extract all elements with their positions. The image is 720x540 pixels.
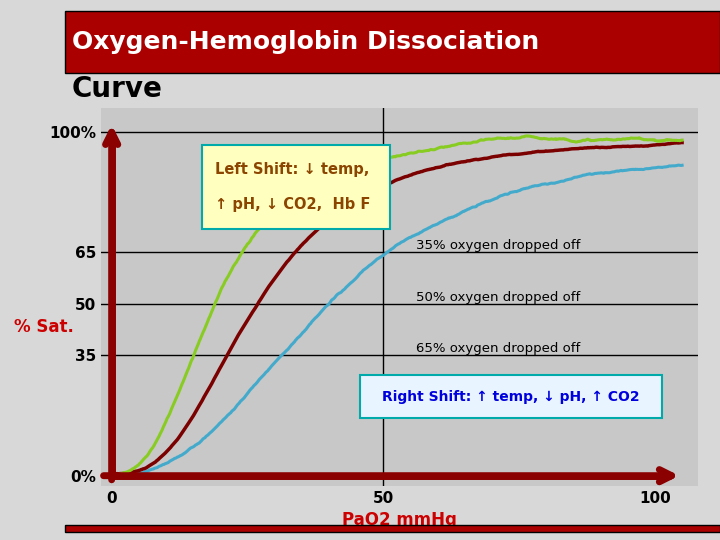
Text: PaO2 mmHg: PaO2 mmHg	[342, 511, 457, 529]
Text: 65% oxygen dropped off: 65% oxygen dropped off	[416, 342, 580, 355]
Text: 50% oxygen dropped off: 50% oxygen dropped off	[416, 291, 580, 303]
Text: ↑ pH, ↓ CO2,  Hb F: ↑ pH, ↓ CO2, Hb F	[215, 197, 370, 212]
Text: Right Shift: ↑ temp, ↓ pH, ↑ CO2: Right Shift: ↑ temp, ↓ pH, ↑ CO2	[382, 390, 640, 404]
FancyBboxPatch shape	[360, 375, 662, 418]
Text: Oxygen-Hemoglobin Dissociation: Oxygen-Hemoglobin Dissociation	[72, 30, 539, 54]
FancyBboxPatch shape	[202, 145, 390, 230]
Text: Curve: Curve	[72, 75, 163, 103]
Text: % Sat.: % Sat.	[14, 318, 74, 336]
Text: Left Shift: ↓ temp,: Left Shift: ↓ temp,	[215, 163, 369, 177]
Text: 35% oxygen dropped off: 35% oxygen dropped off	[416, 239, 580, 252]
